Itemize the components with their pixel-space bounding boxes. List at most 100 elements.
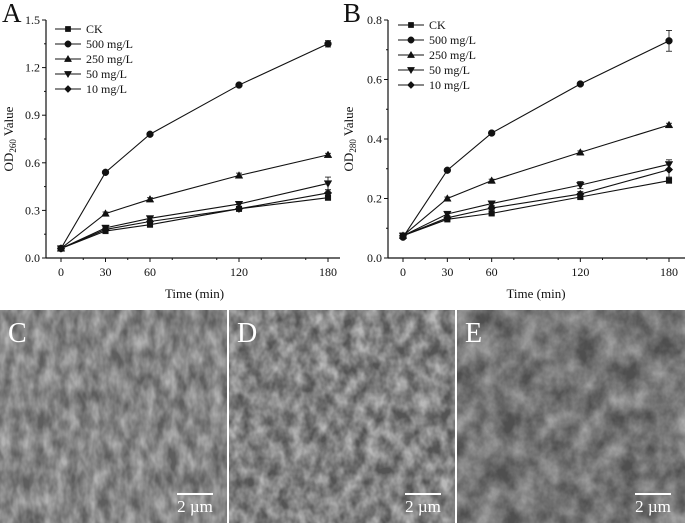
panel-label: B <box>343 0 361 28</box>
x-tick-label: 60 <box>486 265 498 279</box>
series-250-mg-l <box>56 150 333 252</box>
triangle-up-marker <box>443 194 452 202</box>
series-10-mg-l <box>398 161 674 240</box>
diamond-marker <box>407 81 415 89</box>
panel-label-d: D <box>237 318 258 349</box>
x-tick-label: 0 <box>58 265 64 279</box>
series-ck <box>57 194 332 252</box>
triangle-up-marker <box>101 209 110 217</box>
square-marker <box>408 22 414 28</box>
triangle-up-marker <box>664 120 674 129</box>
scale-bar-c: 2 µm <box>177 493 213 517</box>
diamond-marker <box>323 188 333 198</box>
diamond-marker <box>145 217 155 226</box>
y-tick-label: 0.3 <box>25 203 40 217</box>
circle-marker <box>665 37 673 45</box>
legend-item: 500 mg/L <box>55 37 133 51</box>
x-tick-label: 30 <box>100 265 112 279</box>
triangle-up-marker <box>234 171 244 179</box>
triangle-up-marker <box>576 148 585 156</box>
chart-b-plot: B 0.0 0.2 0.4 0.6 0.8 0 30 60 120 180 Time (min) OD2… <box>341 0 685 301</box>
x-tick-label: 60 <box>144 265 156 279</box>
legend-label: 10 mg/L <box>86 82 127 96</box>
legend-label: 500 mg/L <box>86 37 133 51</box>
series-line <box>60 197 329 249</box>
diamond-marker <box>487 203 496 213</box>
circle-marker <box>324 40 332 48</box>
legend-item: 10 mg/L <box>398 78 470 92</box>
triangle-up-marker <box>487 176 496 184</box>
panel-label: A <box>2 0 22 28</box>
triangle-down-marker <box>63 71 73 79</box>
circle-marker <box>488 129 496 137</box>
sem-image-d: D 2 µm <box>229 310 455 523</box>
scale-bar-label: 2 µm <box>177 497 213 516</box>
x-axis-label: Time (min) <box>506 286 565 301</box>
sem-image-e: E 2 µm <box>457 310 685 523</box>
legend-label: 50 mg/L <box>429 63 470 77</box>
legend-label: 500 mg/L <box>429 33 476 47</box>
scale-bar-line <box>635 493 671 495</box>
legend-item: 50 mg/L <box>55 67 127 81</box>
legend-item: 10 mg/L <box>55 82 127 96</box>
scale-bar-line <box>405 493 441 495</box>
triangle-up-marker <box>145 194 155 203</box>
panel-label-e: E <box>465 318 483 349</box>
x-tick-label: 180 <box>319 265 337 279</box>
y-tick-label: 1.2 <box>25 61 40 75</box>
diamond-marker <box>234 204 244 213</box>
scale-bar-d: 2 µm <box>405 493 441 517</box>
scale-bar-line <box>177 493 213 495</box>
circle-marker <box>64 40 72 48</box>
series-500-mg-l <box>57 40 332 253</box>
series-line <box>60 182 329 249</box>
legend-item: CK <box>55 22 103 36</box>
y-axis-label: OD280 Value <box>341 106 358 171</box>
y-tick-label: 0.0 <box>367 251 382 265</box>
x-tick-label: 120 <box>230 265 248 279</box>
circle-marker <box>443 166 451 174</box>
diamond-marker <box>664 165 674 174</box>
triangle-up-marker <box>323 150 333 158</box>
chart-b: B 0.0 0.2 0.4 0.6 0.8 0 30 60 120 180 Time (min) OD2… <box>340 0 685 305</box>
legend-item: CK <box>398 18 446 32</box>
series-line <box>60 154 329 249</box>
legend-item: 500 mg/L <box>398 33 476 47</box>
series-line <box>402 180 670 237</box>
y-axis-label: OD260 Value <box>1 106 18 171</box>
triangle-down-marker <box>576 182 585 190</box>
y-tick-label: 1.5 <box>25 13 40 27</box>
square-marker <box>65 26 71 32</box>
sem-texture-d <box>229 310 455 523</box>
y-tick-label: 0.4 <box>367 132 382 146</box>
x-tick-label: 180 <box>660 265 678 279</box>
chart-a: A 0.0 0.3 0.6 0.9 1.2 1.5 0 30 60 120 180 Time (min)… <box>0 0 340 305</box>
legend-label: 10 mg/L <box>429 78 470 92</box>
legend-label: CK <box>86 22 103 36</box>
x-tick-label: 120 <box>571 265 589 279</box>
series-line <box>60 192 329 249</box>
series-500-mg-l <box>399 30 673 241</box>
scale-bar-label: 2 µm <box>405 497 441 516</box>
diamond-marker <box>56 244 66 253</box>
circle-marker <box>101 168 110 176</box>
diamond-marker <box>101 225 110 234</box>
legend-label: CK <box>429 18 446 32</box>
diamond-marker <box>398 231 408 240</box>
circle-marker <box>235 81 243 89</box>
y-tick-label: 0.6 <box>367 73 382 87</box>
series-ck <box>399 177 673 239</box>
triangle-down-marker <box>234 201 244 209</box>
triangle-up-marker <box>406 50 416 58</box>
legend-label: 250 mg/L <box>86 52 133 66</box>
scale-bar-label: 2 µm <box>635 497 671 516</box>
triangle-down-marker <box>406 67 416 75</box>
scale-bar-e: 2 µm <box>635 493 671 517</box>
x-tick-label: 30 <box>441 265 453 279</box>
y-tick-label: 0.2 <box>367 192 382 206</box>
sem-image-c: C 2 µm <box>0 310 227 523</box>
sem-texture-e <box>457 310 685 523</box>
circle-marker <box>407 36 415 44</box>
